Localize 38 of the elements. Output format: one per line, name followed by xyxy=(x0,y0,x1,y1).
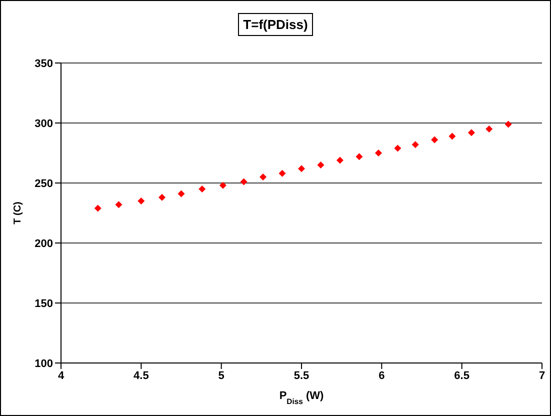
x-tick-label: 6.5 xyxy=(454,370,470,382)
point xyxy=(94,204,102,212)
point xyxy=(486,126,493,132)
point xyxy=(374,150,382,156)
point xyxy=(178,190,185,198)
y-tick-label: 250 xyxy=(34,178,53,190)
point xyxy=(504,120,512,128)
x-tick-label: 5 xyxy=(218,370,224,382)
point xyxy=(240,178,248,186)
point xyxy=(356,153,363,160)
y-tick-label: 150 xyxy=(34,298,53,310)
x-tick-label: 4.5 xyxy=(134,370,149,382)
x-tick-label: 5.5 xyxy=(294,370,310,382)
x-tick-label: 4 xyxy=(58,370,65,382)
point xyxy=(412,141,419,148)
y-tick-label: 350 xyxy=(34,58,53,70)
point xyxy=(317,162,324,168)
point xyxy=(431,136,438,144)
x-tick-label: 7 xyxy=(538,370,546,382)
y-axis-title: T (C) xyxy=(12,202,24,224)
point xyxy=(278,170,286,177)
point xyxy=(298,165,305,172)
x-axis-title: P$_{Diss}$ (W) xyxy=(279,390,324,406)
point xyxy=(138,198,145,204)
point xyxy=(448,132,456,140)
point xyxy=(219,182,226,189)
x-tick-label: 6 xyxy=(378,370,385,382)
point xyxy=(115,201,122,208)
point xyxy=(468,129,475,136)
point xyxy=(198,186,206,192)
y-tick-label: 300 xyxy=(34,118,53,130)
point xyxy=(260,174,267,180)
point xyxy=(158,194,166,201)
point xyxy=(394,144,402,152)
y-tick-label: 100 xyxy=(34,358,53,370)
point xyxy=(336,156,344,164)
y-tick-label: 200 xyxy=(34,238,53,250)
chart-title: T=f(PDiss) xyxy=(238,13,313,36)
